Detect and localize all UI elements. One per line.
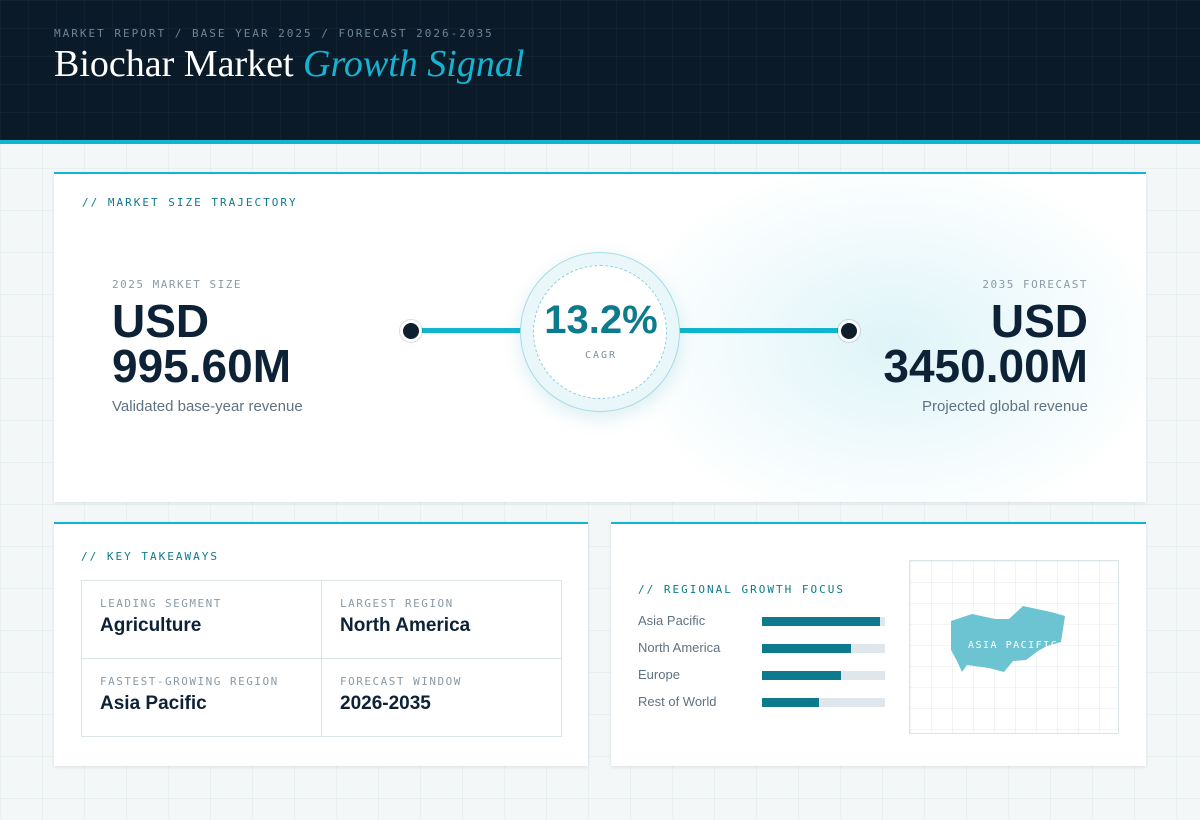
regional-growth-card: // REGIONAL GROWTH FOCUS Asia Pacific No… [611, 522, 1146, 766]
region-bar-fill [762, 698, 819, 707]
takeaway-cell: FASTEST-GROWING REGION Asia Pacific [82, 659, 322, 737]
region-bar-track [762, 644, 885, 653]
takeaway-key: LEADING SEGMENT [100, 597, 222, 610]
takeaway-value: Agriculture [100, 615, 202, 636]
key-takeaways-card: // KEY TAKEAWAYS LEADING SEGMENT Agricul… [54, 522, 588, 766]
takeaway-key: FORECAST WINDOW [340, 675, 462, 688]
market-size-trajectory-card: // MARKET SIZE TRAJECTORY 2025 MARKET SI… [54, 172, 1146, 502]
asia-pacific-map-shape [951, 606, 1065, 672]
report-breadcrumb: MARKET REPORT / BASE YEAR 2025 / FORECAS… [54, 27, 494, 40]
region-map: ASIA PACIFIC [909, 560, 1119, 734]
region-bar-track [762, 671, 885, 680]
end-tag: 2035 FORECAST [982, 278, 1088, 291]
end-point [838, 320, 860, 342]
map-label: ASIA PACIFIC [968, 640, 1059, 651]
takeaway-cell: LARGEST REGION North America [322, 581, 562, 659]
region-bar-row: North America [638, 640, 888, 656]
title-main: Biochar Market [54, 43, 294, 85]
start-description: Validated base-year revenue [112, 398, 303, 415]
cagr-value: 13.2% [544, 298, 658, 342]
takeaway-key: LARGEST REGION [340, 597, 454, 610]
takeaway-key: FASTEST-GROWING REGION [100, 675, 279, 688]
region-bar-row: Rest of World [638, 694, 888, 710]
takeaway-value: North America [340, 615, 471, 636]
cagr-inner-ring: 13.2% CAGR [533, 265, 667, 399]
takeaways-label: // KEY TAKEAWAYS [81, 550, 219, 563]
trajectory-label: // MARKET SIZE TRAJECTORY [82, 196, 298, 209]
takeaways-grid: LEADING SEGMENT Agriculture LARGEST REGI… [81, 580, 562, 737]
grid-divider-horizontal [82, 658, 561, 659]
region-bar-fill [762, 644, 851, 653]
region-bar-fill [762, 671, 841, 680]
region-bar-track [762, 698, 885, 707]
region-bar-track [762, 617, 885, 626]
takeaway-value: Asia Pacific [100, 693, 207, 714]
end-currency: USD [990, 295, 1088, 347]
page-title: Biochar Market Growth Signal [54, 42, 524, 86]
start-currency: USD [112, 295, 210, 347]
start-point [400, 320, 422, 342]
title-accent: Growth Signal [303, 43, 525, 85]
end-description: Projected global revenue [922, 398, 1088, 415]
cagr-badge: 13.2% CAGR [520, 252, 680, 412]
region-name: Asia Pacific [638, 613, 706, 628]
region-name: Europe [638, 667, 680, 682]
start-value: 995.60M [112, 340, 292, 392]
takeaway-cell: FORECAST WINDOW 2026-2035 [322, 659, 562, 737]
end-value: 3450.00M [883, 340, 1088, 392]
regional-label: // REGIONAL GROWTH FOCUS [638, 583, 845, 596]
region-bar-row: Europe [638, 667, 888, 683]
asia-pacific-shape [951, 606, 1065, 672]
region-name: Rest of World [638, 694, 717, 709]
region-name: North America [638, 640, 721, 655]
region-bar-fill [762, 617, 881, 626]
region-bar-row: Asia Pacific [638, 613, 888, 629]
cagr-label: CAGR [584, 350, 618, 361]
takeaway-cell: LEADING SEGMENT Agriculture [82, 581, 322, 659]
start-tag: 2025 MARKET SIZE [112, 278, 242, 291]
report-header: MARKET REPORT / BASE YEAR 2025 / FORECAS… [0, 0, 1200, 144]
takeaway-value: 2026-2035 [340, 693, 431, 714]
